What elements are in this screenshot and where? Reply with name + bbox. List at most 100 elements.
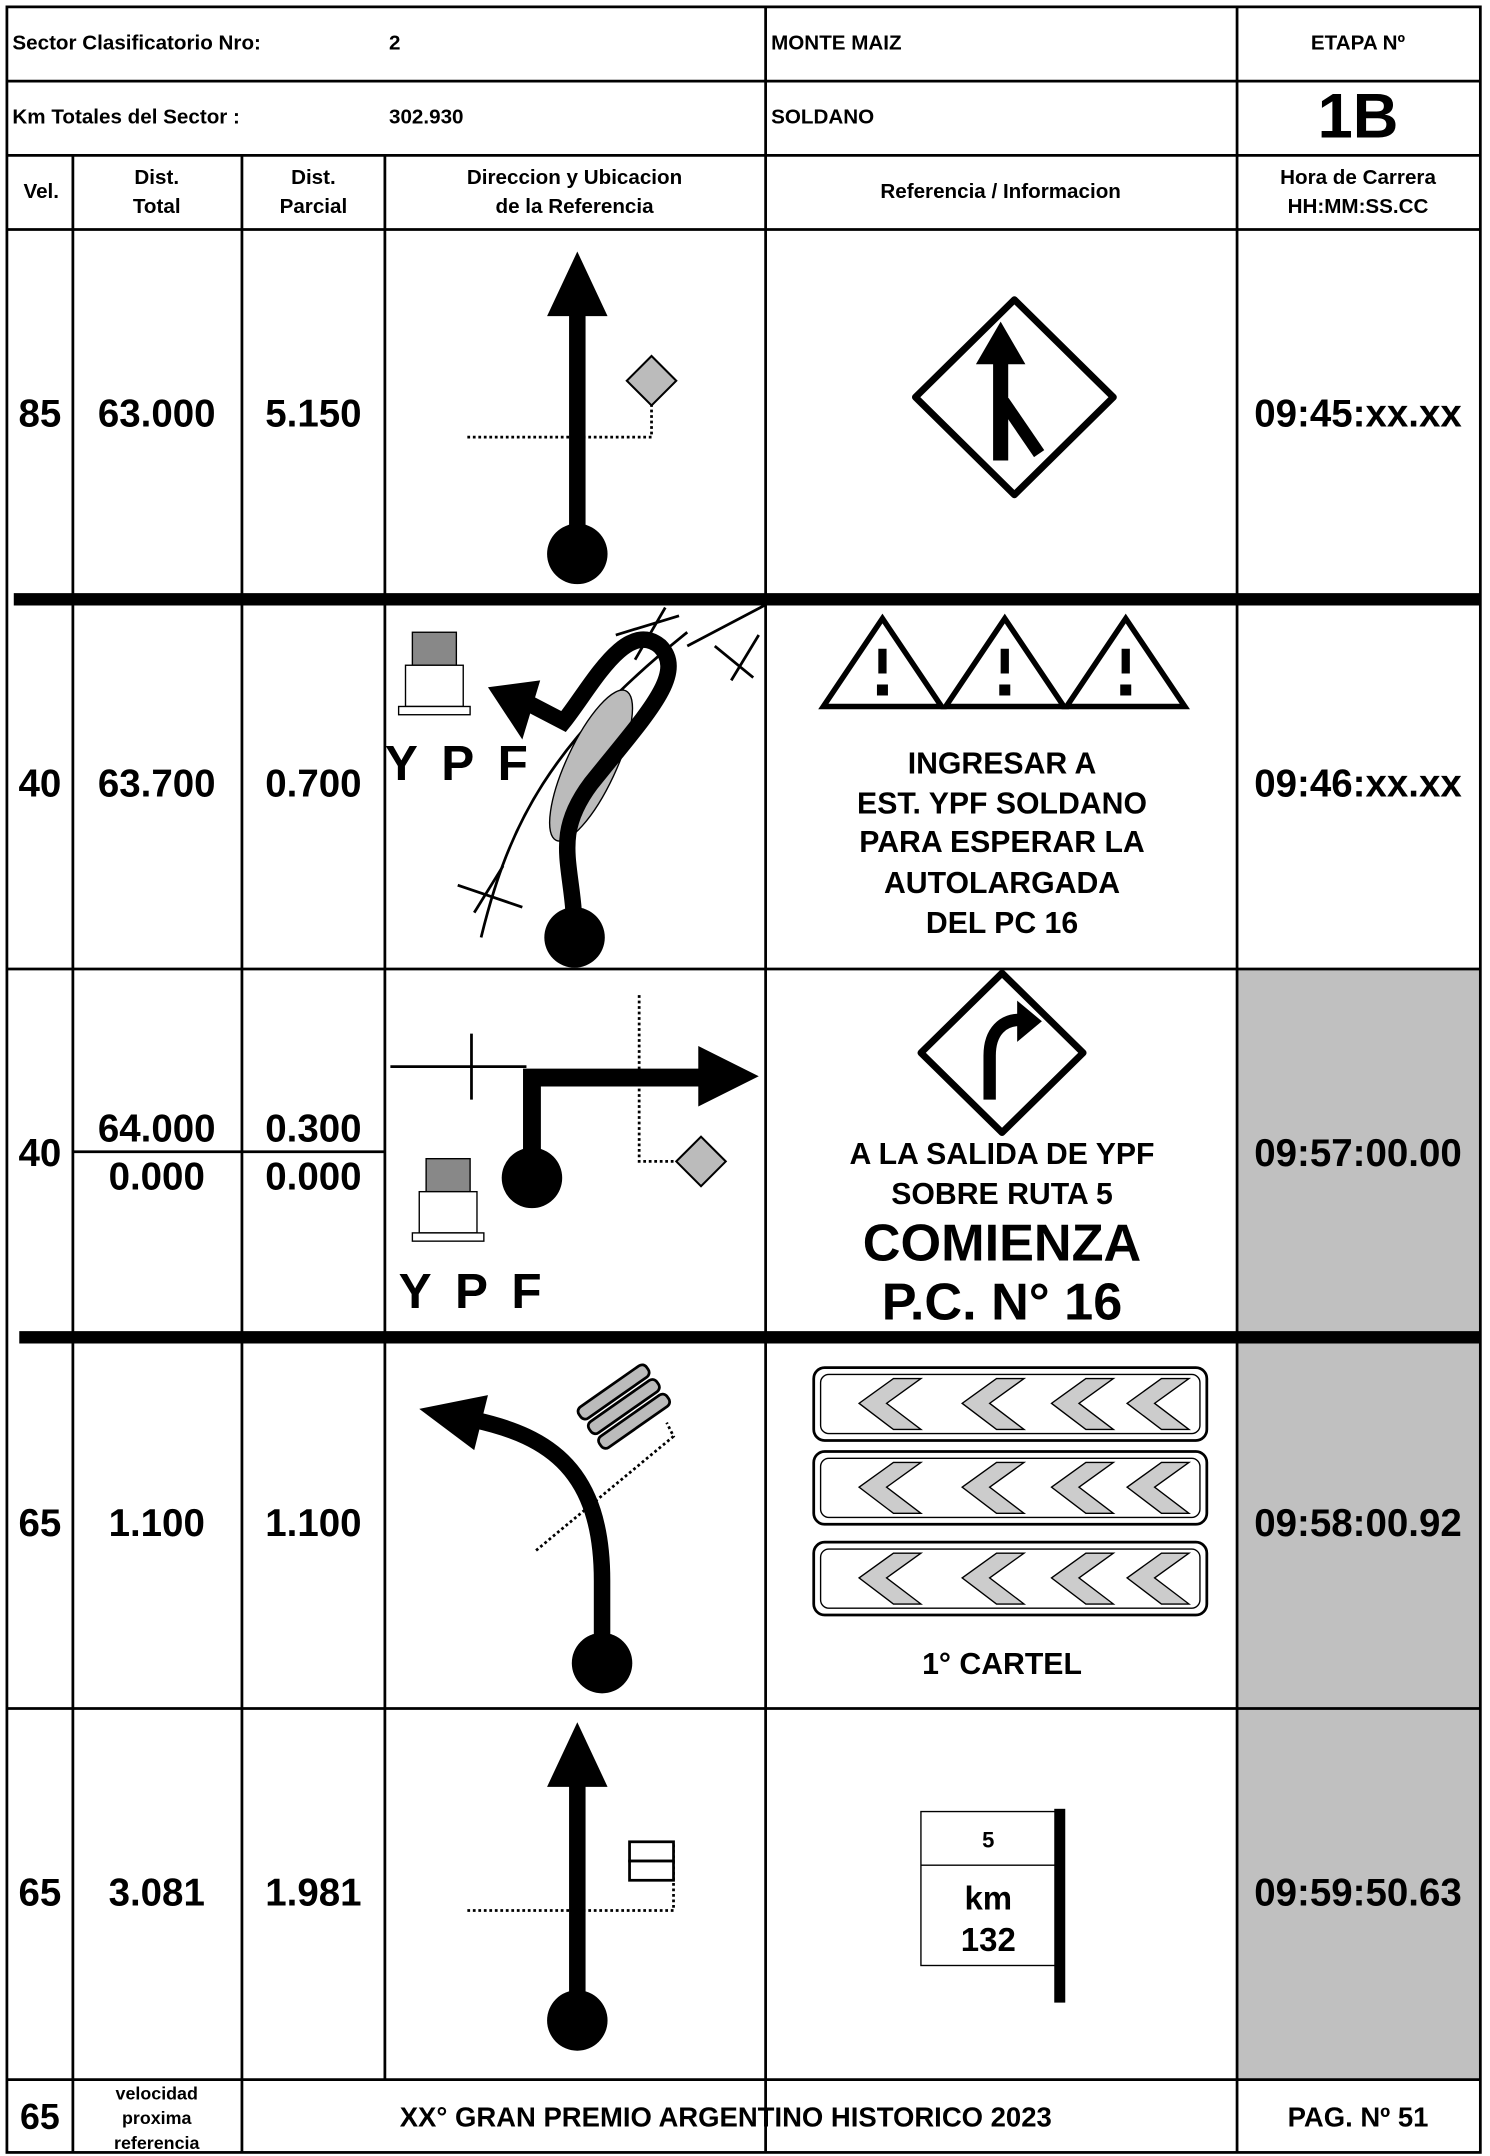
- route-loop-part: [615, 614, 680, 637]
- gas-station-icon-part: [411, 631, 458, 666]
- text-vel: 65: [20, 2097, 60, 2137]
- text-sign: km: [964, 1880, 1012, 1917]
- warning-signs-part: [1120, 684, 1132, 696]
- route-curve-part: [472, 1411, 611, 1666]
- gas-station-icon: [397, 631, 471, 716]
- text-dist-total: 1.100: [109, 1502, 205, 1545]
- route-arrow-part: [547, 251, 608, 317]
- text-title: XX° GRAN PREMIO ARGENTINO HISTORICO 2023: [400, 2102, 1052, 2133]
- route-arrow: [467, 251, 678, 585]
- route-loop-part: [457, 883, 523, 909]
- text-columns: Hora de Carrera: [1280, 166, 1436, 189]
- route-curve-part-part: [597, 1392, 672, 1450]
- text-dist-total: 64.000: [98, 1107, 216, 1150]
- merge-sign-part: [975, 321, 1026, 365]
- warning-signs-part: [878, 648, 887, 674]
- warning-signs-part: [1000, 648, 1009, 674]
- text-columns: Total: [133, 195, 181, 218]
- text-time: 09:45:xx.xx: [1254, 393, 1462, 436]
- warning-signs-part: [876, 684, 888, 696]
- text-columns: Parcial: [280, 195, 348, 218]
- text-vel: 85: [18, 393, 61, 436]
- route-right-part: [637, 995, 677, 1163]
- gas-station-icon-part: [404, 664, 464, 708]
- text-info-large: P.C. N° 16: [882, 1274, 1123, 1332]
- route-right-part: [698, 1045, 759, 1107]
- footer: 65 velocidad proxima referencia XX° GRAN P…: [20, 2083, 1428, 2152]
- info-text: INGRESAR A EST. YPF SOLDANO PARA ESPERAR L…: [850, 748, 1155, 1681]
- chevron-signs: [812, 1366, 1209, 1617]
- text-km-label: Km Totales del Sector :: [12, 106, 240, 129]
- grid-part: [5, 5, 1482, 2154]
- warning-signs-part: [1121, 648, 1130, 674]
- text-dist-parcial: 0.700: [265, 762, 361, 805]
- route-curve-part-part: [586, 1378, 661, 1436]
- route-right-part: [501, 1147, 563, 1209]
- gas-station-icon-part: [397, 705, 471, 716]
- header: Sector Clasificatorio Nro: 2 Km Totales …: [12, 31, 1436, 218]
- text-columns: Referencia / Informacion: [880, 180, 1121, 203]
- merge-sign-part: [998, 397, 1045, 458]
- route-right-part: [674, 1135, 728, 1188]
- text-info: PARA ESPERAR LA: [859, 826, 1145, 859]
- merge-sign: [911, 296, 1117, 499]
- text-vel-note: velocidad: [116, 2083, 198, 2103]
- text-vel: 65: [18, 1502, 61, 1545]
- turn-sign-part: [1017, 1000, 1042, 1042]
- chevron-signs-part: [857, 1461, 1192, 1514]
- route-right-part: [418, 1190, 478, 1234]
- route-curve-part: [419, 1395, 488, 1451]
- text-info: DEL PC 16: [926, 907, 1078, 940]
- route-arrow-part: [625, 354, 678, 407]
- merge-sign-part: [911, 296, 1117, 499]
- text-info: A LA SALIDA DE YPF: [850, 1138, 1155, 1171]
- text-vel: 40: [18, 1132, 61, 1175]
- route-arrow-part: [547, 523, 608, 585]
- route-curve-part-part: [576, 1363, 651, 1421]
- route-curve-part: [535, 1421, 676, 1552]
- route-arrow-part: [467, 405, 653, 439]
- route-curve-part: [576, 1363, 672, 1450]
- text-vel-note: proxima: [122, 2108, 193, 2128]
- gray-cells: [1237, 969, 1481, 2080]
- text-labels: YPF: [385, 736, 528, 791]
- text-dist-parcial: 5.150: [265, 393, 361, 436]
- route-loop-part: [479, 631, 689, 938]
- ypf-label: YPF YPF: [385, 736, 542, 1319]
- route-curve-part: [571, 1632, 633, 1694]
- route-right-part: [523, 1068, 704, 1178]
- text-columns: Direccion y Ubicacion: [467, 166, 682, 189]
- chevron-signs-part: [819, 1373, 1201, 1435]
- text-km-value: 302.930: [389, 106, 464, 129]
- turn-sign-part: [983, 1013, 1021, 1100]
- warning-signs-part: [999, 684, 1011, 696]
- text-dist-total: 3.081: [109, 1872, 205, 1915]
- text-info: INGRESAR A: [908, 748, 1097, 781]
- text-dist-total: 63.000: [98, 393, 216, 436]
- route-loop-part: [730, 634, 760, 682]
- route-loop-part: [487, 680, 541, 740]
- route-arrow: [467, 1722, 675, 2051]
- chevron-signs-part: [857, 1552, 1192, 1605]
- route-curve: [419, 1363, 676, 1694]
- text-dist-parcial: 0.300: [265, 1107, 361, 1150]
- text-info: EST. YPF SOLDANO: [857, 787, 1147, 820]
- text-columns: HH:MM:SS.CC: [1288, 195, 1429, 218]
- route-loop: [457, 603, 767, 968]
- text-from: MONTE MAIZ: [771, 31, 902, 54]
- text-info: 1° CARTEL: [922, 1648, 1082, 1681]
- text-info: SOBRE RUTA 5: [891, 1178, 1113, 1211]
- text-stage-label: ETAPA Nº: [1311, 31, 1406, 54]
- text-time: 09:58:00.92: [1254, 1502, 1461, 1545]
- chevron-signs-part: [857, 1377, 1192, 1431]
- text-vel: 65: [18, 1872, 61, 1915]
- route-loop-part: [473, 865, 505, 914]
- text-page: PAG. Nº 51: [1288, 2102, 1429, 2133]
- text-info: AUTOLARGADA: [884, 867, 1120, 900]
- gray-cells-part: [1237, 969, 1481, 2080]
- text-time: 09:59:50.63: [1254, 1872, 1461, 1915]
- chevron-signs-part: [819, 1548, 1201, 1609]
- route-arrow-part: [628, 1840, 675, 1863]
- text-dist-parcial: 0.000: [265, 1155, 361, 1198]
